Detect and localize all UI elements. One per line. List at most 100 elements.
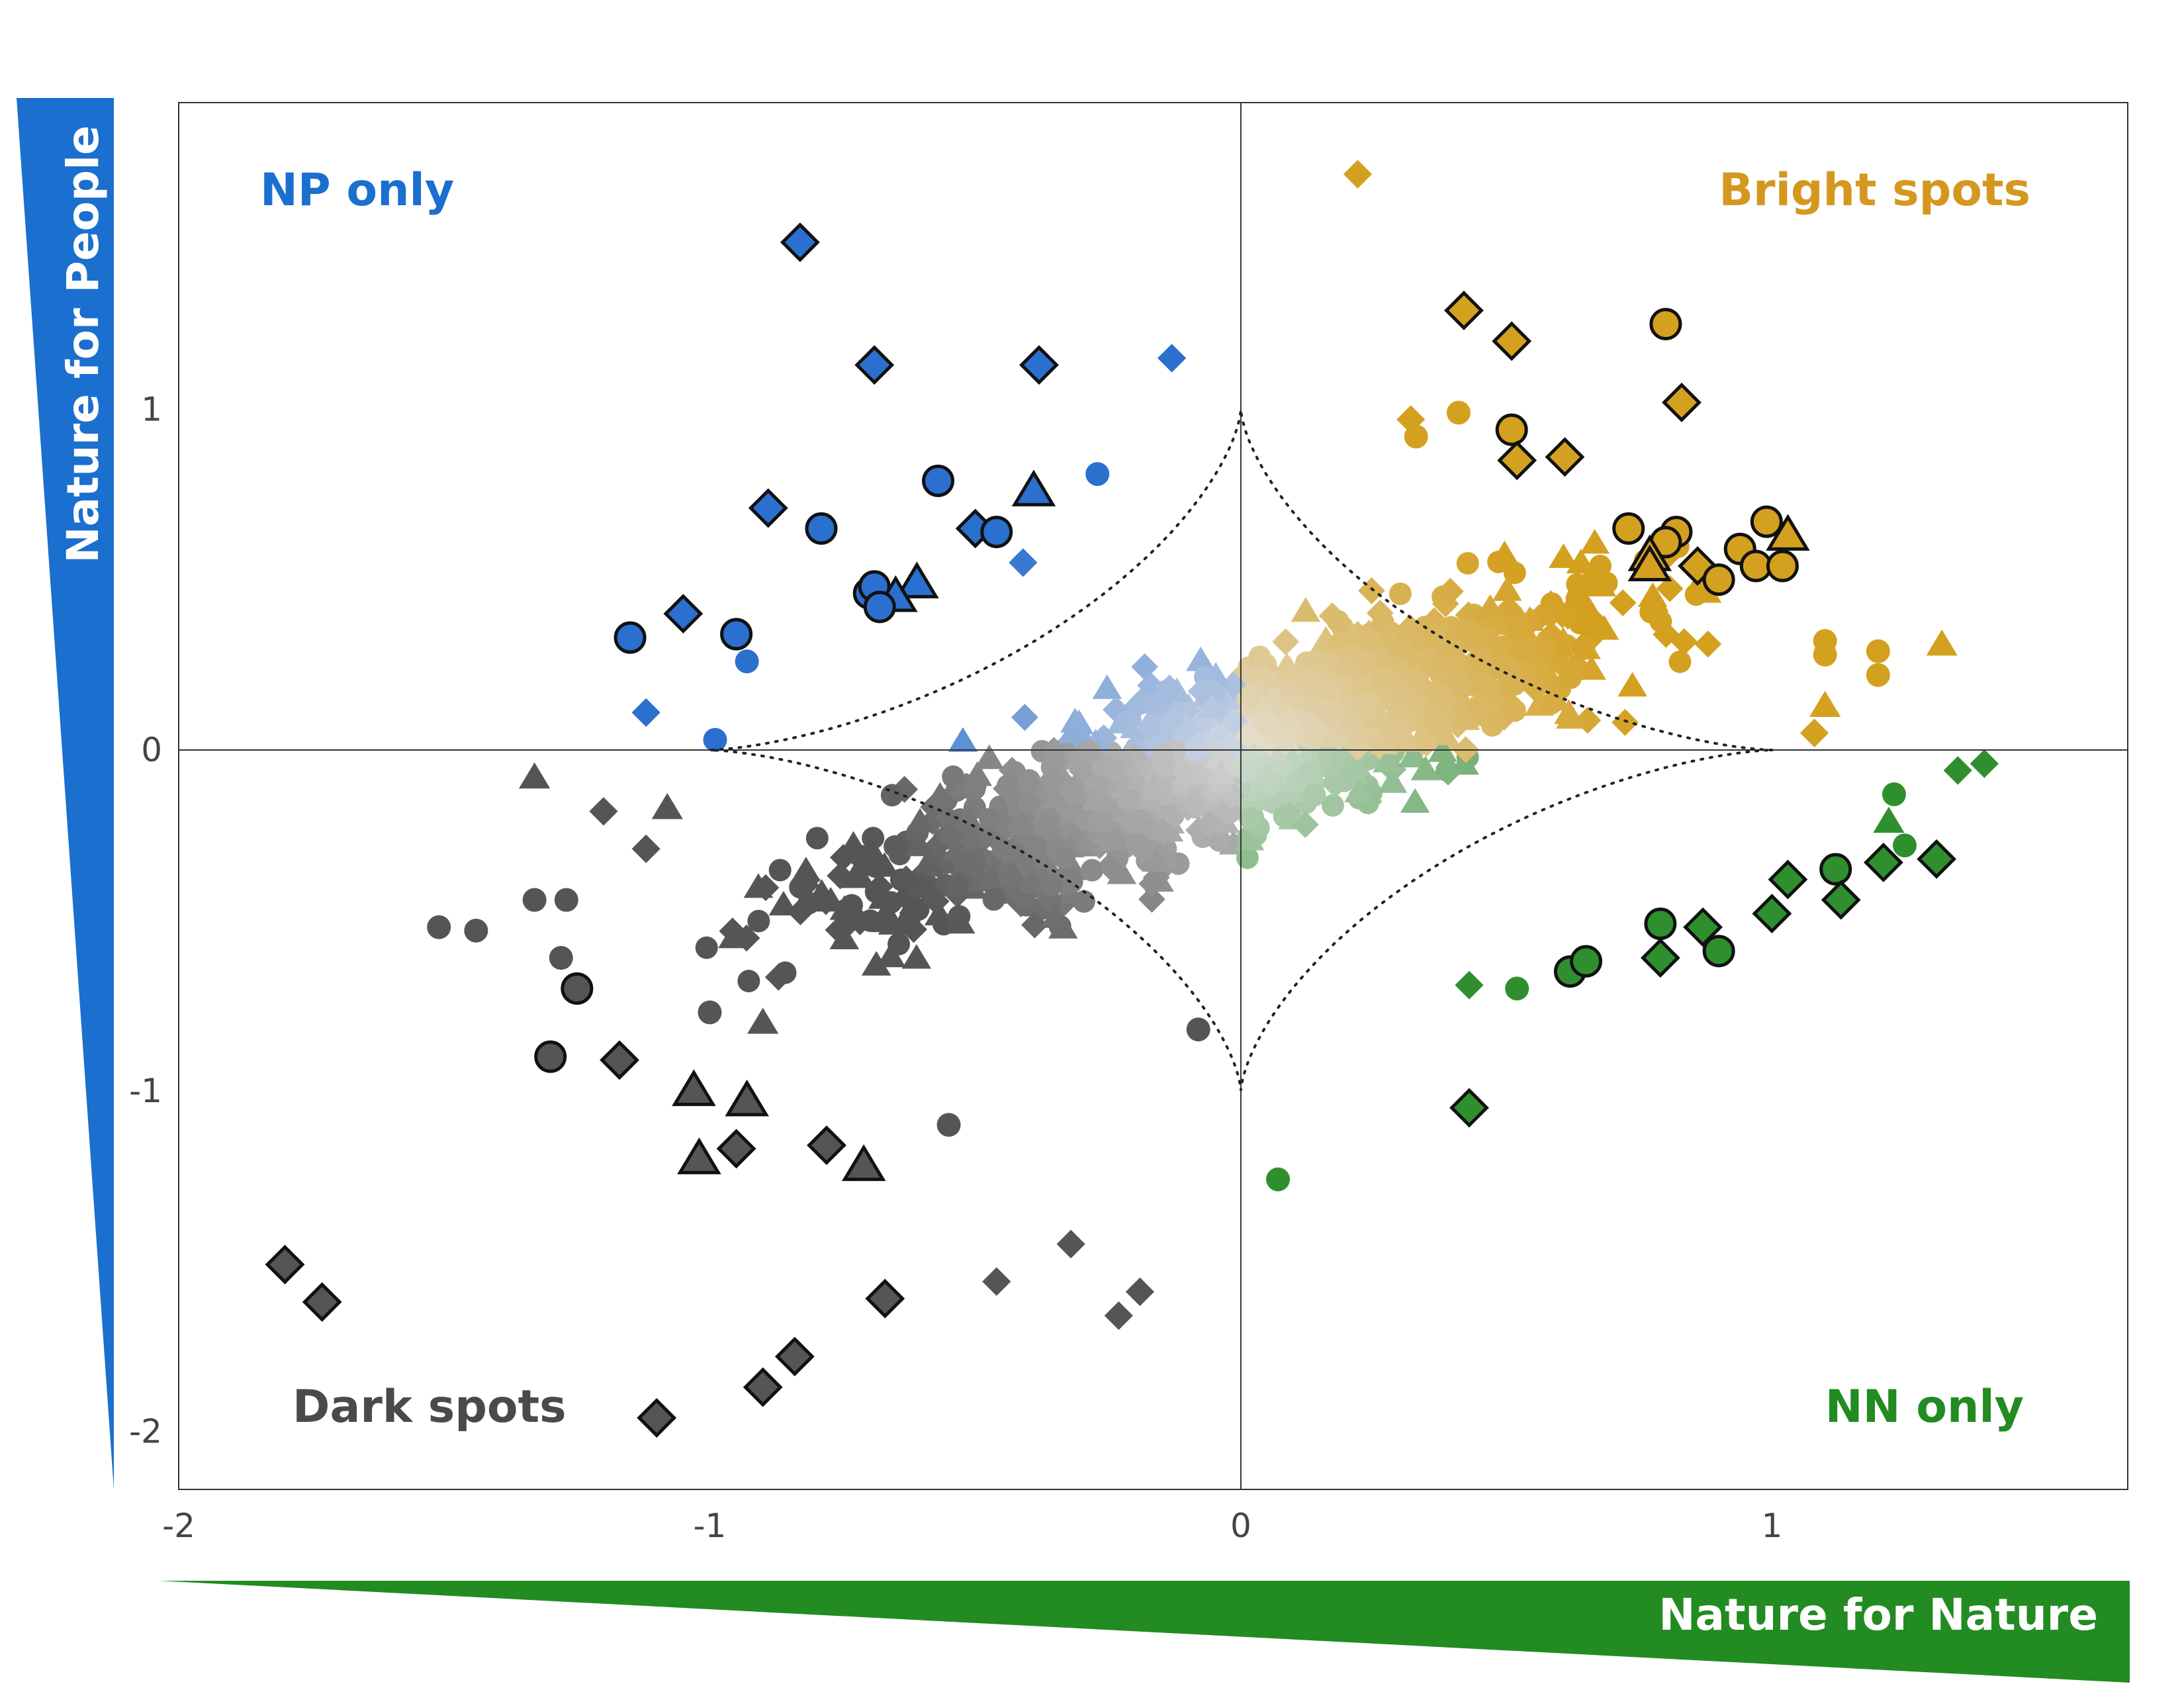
cloud-point <box>1562 583 1592 608</box>
np-axis-wedge <box>17 98 114 1489</box>
highlighted-point <box>302 1282 342 1322</box>
highlighted-point <box>600 1040 639 1080</box>
highlighted-point <box>1739 549 1772 583</box>
cloud-point <box>960 851 987 878</box>
x-axis-title: Nature for Nature <box>1659 1589 2098 1640</box>
highlighted-point <box>1750 505 1783 538</box>
cloud-point <box>1396 614 1424 641</box>
highlighted-point <box>1545 437 1585 477</box>
x-tick-label: 0 <box>1230 1507 1251 1545</box>
threshold-curve <box>709 409 1774 1091</box>
cloud-point <box>1218 801 1242 824</box>
data-point <box>1404 424 1428 449</box>
cloud-point <box>1208 749 1232 772</box>
cloud-point <box>1555 704 1586 729</box>
cloud-point <box>1470 645 1493 669</box>
data-point <box>1056 1229 1085 1258</box>
cloud-point <box>1053 846 1076 869</box>
data-point <box>554 888 578 912</box>
cloud-point <box>1333 652 1363 677</box>
cloud-point <box>1024 836 1047 859</box>
data-point <box>1505 976 1529 1001</box>
cloud-point <box>1516 634 1547 659</box>
quadrant-label-dark-spots: Dark spots <box>293 1381 567 1433</box>
data-point <box>747 1008 779 1034</box>
cloud-point <box>1272 628 1300 655</box>
data-point <box>703 727 727 752</box>
cloud-point <box>1013 769 1040 796</box>
cloud-point <box>1298 761 1322 784</box>
cloud-point <box>1234 723 1262 750</box>
cloud-point <box>1081 859 1104 882</box>
cloud-point <box>1220 671 1247 699</box>
cloud-point <box>964 773 987 796</box>
y-tick-label: -2 <box>129 1412 162 1450</box>
cloud-point <box>1183 730 1213 755</box>
cloud-point <box>878 910 908 935</box>
cloud-point <box>1668 650 1692 673</box>
cloud-point <box>1656 575 1684 602</box>
axis-ticks: -2 -1 0 1 1 0 -1 -2 <box>129 390 1782 1545</box>
cloud-point <box>888 843 911 866</box>
cloud-point <box>1363 702 1392 727</box>
highlighted-point <box>1863 842 1903 882</box>
cloud-point <box>1572 637 1596 660</box>
cloud-point <box>1173 716 1200 744</box>
cloud-point <box>1398 743 1428 768</box>
cloud-point <box>1609 589 1637 617</box>
highlighted-point <box>774 1336 815 1377</box>
cloud-point <box>1566 548 1596 574</box>
data-point <box>1104 1301 1133 1331</box>
cloud-point <box>1372 666 1395 689</box>
cloud-point <box>1344 777 1374 802</box>
cloud-point <box>768 859 792 882</box>
cloud-point <box>1612 708 1639 736</box>
cloud-point <box>1119 696 1147 724</box>
cloud-point <box>1580 529 1610 554</box>
highlighted-point <box>865 1278 905 1319</box>
data-point <box>1446 400 1471 425</box>
data-point <box>651 793 683 820</box>
cloud-point <box>825 916 852 944</box>
cloud-point <box>1427 716 1454 743</box>
highlighted-point <box>863 590 896 624</box>
highlighted-point <box>1612 512 1645 545</box>
x-tick-label: -1 <box>694 1507 727 1545</box>
cloud-point <box>1009 810 1039 835</box>
cloud-point <box>1252 766 1283 791</box>
data-point <box>549 946 573 970</box>
cloud-point <box>921 835 948 863</box>
data-point <box>1926 629 1958 656</box>
highlighted-point <box>895 561 939 598</box>
highlighted-point <box>1662 383 1702 422</box>
highlighted-point <box>841 1144 886 1182</box>
cloud-point <box>1684 583 1707 606</box>
highlighted-point <box>1702 935 1735 968</box>
cloud-point <box>1456 551 1479 575</box>
data-point <box>1266 1167 1291 1192</box>
data-point <box>1943 756 1972 785</box>
highlighted-point <box>1683 907 1723 947</box>
cloud-point <box>1388 582 1412 605</box>
highlighted-point <box>725 1079 769 1117</box>
cloud-point <box>1126 814 1154 842</box>
cloud-point <box>922 888 950 915</box>
data-point <box>1809 690 1841 717</box>
cloud-point <box>1366 599 1394 627</box>
highlighted-point <box>1497 440 1537 481</box>
data-point <box>1882 782 1906 806</box>
cloud-point <box>1320 722 1349 748</box>
highlighted-point <box>677 1137 721 1174</box>
cloud-point <box>1206 759 1236 784</box>
cloud-point <box>1197 693 1226 718</box>
highlighted-point <box>1752 894 1792 934</box>
highlighted-point <box>1821 880 1861 920</box>
cloud-point <box>1141 847 1171 872</box>
cloud-point <box>1653 620 1680 648</box>
y-axis-title: Nature for People <box>58 125 109 563</box>
quadrant-label-nn-only: NN only <box>1825 1381 2024 1433</box>
y-tick-label: 1 <box>141 390 162 428</box>
highlighted-point <box>1019 345 1059 385</box>
highlighted-point <box>980 516 1013 549</box>
cloud-point <box>1091 812 1115 835</box>
